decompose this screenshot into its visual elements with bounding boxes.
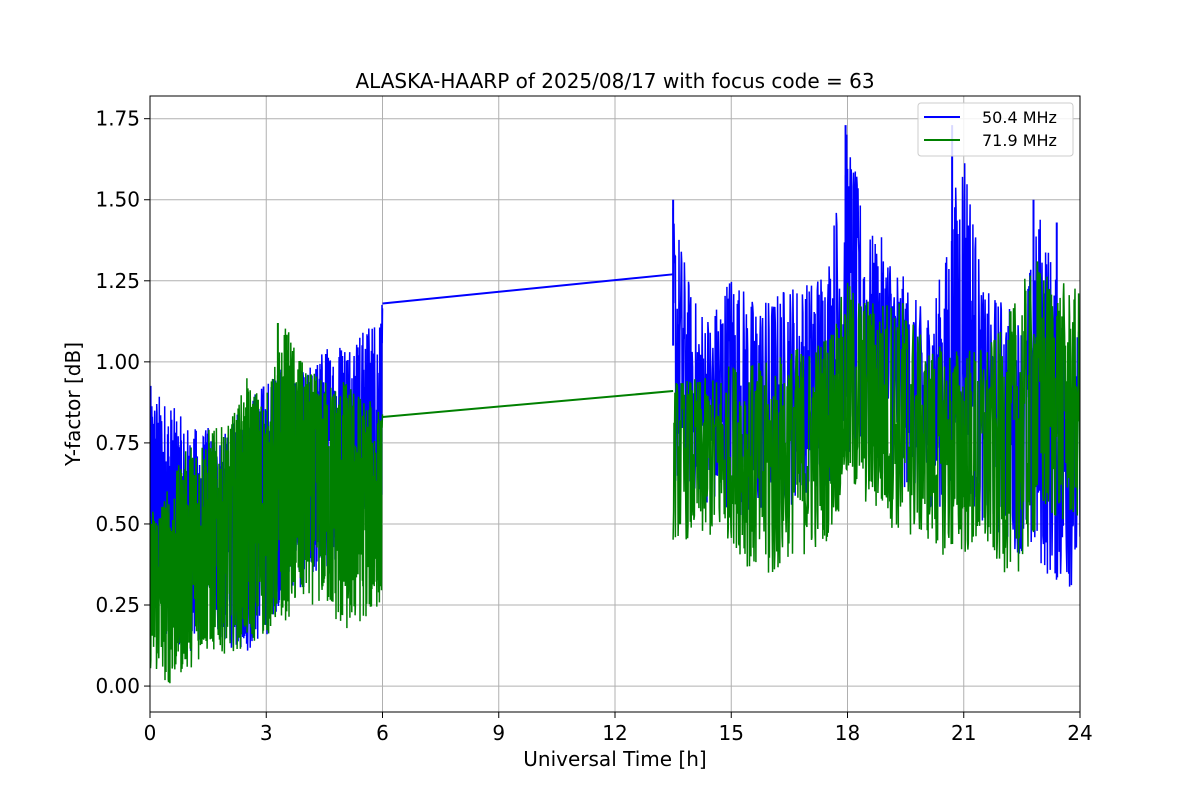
x-tick-label: 18	[835, 721, 860, 745]
x-tick-label: 12	[602, 721, 627, 745]
y-axis-label: Y-factor [dB]	[61, 342, 85, 467]
series-gap-connector	[382, 390, 674, 418]
y-tick-label: 1.25	[95, 269, 140, 293]
chart-title: ALASKA-HAARP of 2025/08/17 with focus co…	[355, 69, 874, 93]
legend: 50.4 MHz 71.9 MHz	[917, 102, 1074, 157]
x-tick-label: 21	[951, 721, 976, 745]
series-trace-segment	[672, 272, 1080, 573]
y-tick-label: 0.00	[95, 674, 140, 698]
y-axis: 0.00 0.25 0.50 0.75 1.00 1.25 1.50 1.75	[95, 107, 150, 698]
y-tick-label: 1.75	[95, 107, 140, 131]
series-1	[150, 261, 1080, 684]
y-tick-label: 0.25	[95, 593, 140, 617]
series-trace-segment	[150, 328, 384, 684]
series-gap-connector	[382, 273, 674, 305]
y-tick-label: 1.50	[95, 188, 140, 212]
x-tick-label: 15	[719, 721, 744, 745]
x-tick-label: 9	[492, 721, 505, 745]
x-axis: 0 3 6 9 12 15 18 21 24	[144, 712, 1093, 745]
x-tick-label: 24	[1067, 721, 1092, 745]
x-axis-label: Universal Time [h]	[523, 747, 706, 771]
x-tick-label: 0	[144, 721, 157, 745]
y-tick-label: 0.50	[95, 512, 140, 536]
x-tick-label: 6	[376, 721, 389, 745]
legend-label-71-9: 71.9 MHz	[982, 131, 1057, 150]
series-layer	[150, 125, 1080, 684]
y-tick-label: 0.75	[95, 431, 140, 455]
x-tick-label: 3	[260, 721, 273, 745]
legend-label-50-4: 50.4 MHz	[982, 108, 1057, 127]
y-tick-label: 1.00	[95, 350, 140, 374]
